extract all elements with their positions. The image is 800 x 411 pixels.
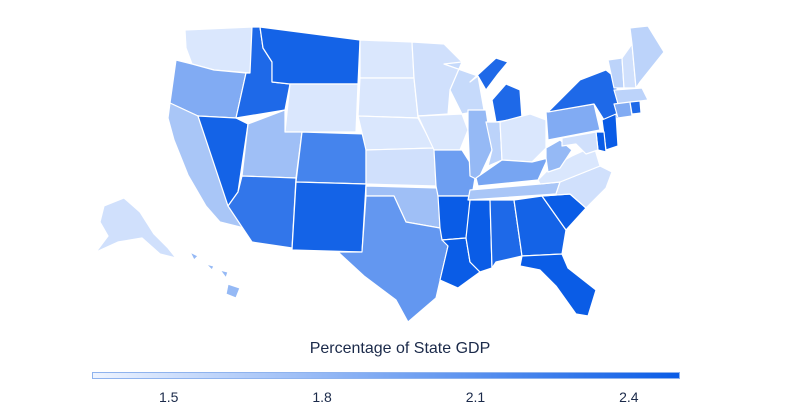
- legend-color-scale: [92, 372, 680, 379]
- state-fl[interactable]: [519, 253, 597, 317]
- state-nd[interactable]: [359, 39, 415, 79]
- state-ak[interactable]: [95, 197, 177, 259]
- state-wy[interactable]: [284, 83, 359, 133]
- state-ma[interactable]: [613, 87, 649, 105]
- state-co[interactable]: [295, 131, 367, 185]
- legend-tick-label: 1.5: [158, 389, 179, 405]
- state-oh[interactable]: [499, 113, 547, 163]
- state-wv[interactable]: [545, 139, 573, 173]
- state-nm[interactable]: [291, 181, 367, 253]
- state-mi[interactable]: [469, 57, 523, 123]
- state-in[interactable]: [485, 121, 503, 167]
- state-md[interactable]: [561, 131, 599, 155]
- state-me[interactable]: [629, 25, 665, 89]
- state-sd[interactable]: [357, 77, 419, 119]
- legend-title: Percentage of State GDP: [309, 340, 491, 357]
- legend-tick-label: 1.8: [312, 389, 332, 405]
- state-hi[interactable]: [189, 251, 241, 299]
- legend-tick-label: 2.4: [619, 389, 639, 405]
- state-ks[interactable]: [365, 147, 437, 187]
- state-mt[interactable]: [259, 26, 361, 85]
- state-ia[interactable]: [417, 113, 469, 151]
- state-al[interactable]: [489, 199, 523, 269]
- state-ct[interactable]: [613, 101, 633, 119]
- state-mn[interactable]: [411, 41, 463, 117]
- state-ga[interactable]: [513, 195, 567, 257]
- legend-tick-label: 2.1: [465, 389, 486, 405]
- state-ms[interactable]: [465, 199, 493, 273]
- state-ri[interactable]: [629, 100, 642, 115]
